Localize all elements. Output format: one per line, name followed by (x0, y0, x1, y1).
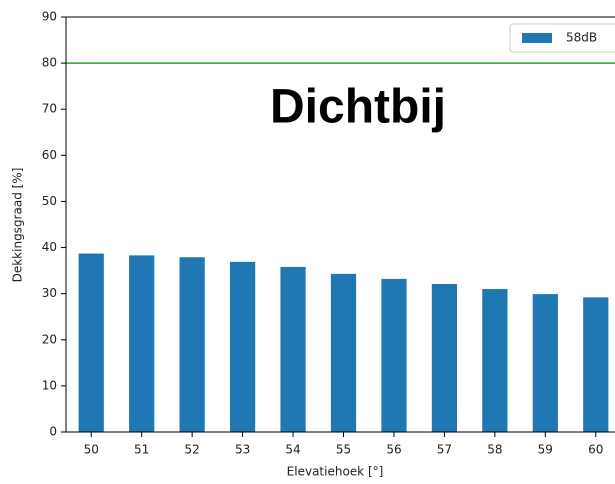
y-tick-label: 80 (42, 56, 57, 70)
bar (129, 255, 155, 432)
bar (229, 261, 256, 432)
y-tick-label: 70 (42, 102, 57, 116)
legend-label: 58dB (566, 31, 597, 45)
y-tick-label: 10 (42, 378, 57, 392)
bar (381, 278, 407, 432)
x-tick-label: 57 (437, 443, 452, 457)
bar (280, 266, 306, 432)
y-axis-label: Dekkingsgraad [%] (11, 168, 25, 283)
x-tick-label: 55 (336, 443, 351, 457)
y-tick-label: 50 (42, 194, 57, 208)
legend-box (509, 23, 615, 53)
x-tick-label: 58 (487, 443, 502, 457)
x-tick-label: 53 (235, 443, 250, 457)
x-tick-label: 52 (184, 443, 199, 457)
x-tick-label: 60 (588, 443, 603, 457)
y-tick-label: 20 (42, 332, 57, 346)
x-tick-label: 56 (386, 443, 401, 457)
bar (330, 273, 357, 432)
x-tick-label: 54 (285, 443, 300, 457)
bar (78, 253, 104, 432)
bar (179, 257, 205, 432)
y-tick-label: 60 (42, 148, 57, 162)
x-tick-label: 50 (84, 443, 99, 457)
annotation: Dichtbij (270, 81, 446, 134)
bar (431, 283, 458, 432)
bar (482, 289, 508, 432)
y-tick-label: 40 (42, 240, 57, 254)
bar (583, 297, 609, 432)
y-tick-label: 30 (42, 286, 57, 300)
x-tick-label: 51 (134, 443, 149, 457)
bar (532, 294, 558, 432)
y-tick-label: 90 (42, 10, 57, 24)
x-axis-label: Elevatiehoek [°] (287, 465, 384, 479)
legend-swatch (522, 33, 552, 43)
x-tick-label: 59 (538, 443, 553, 457)
y-tick-label: 0 (49, 425, 57, 439)
